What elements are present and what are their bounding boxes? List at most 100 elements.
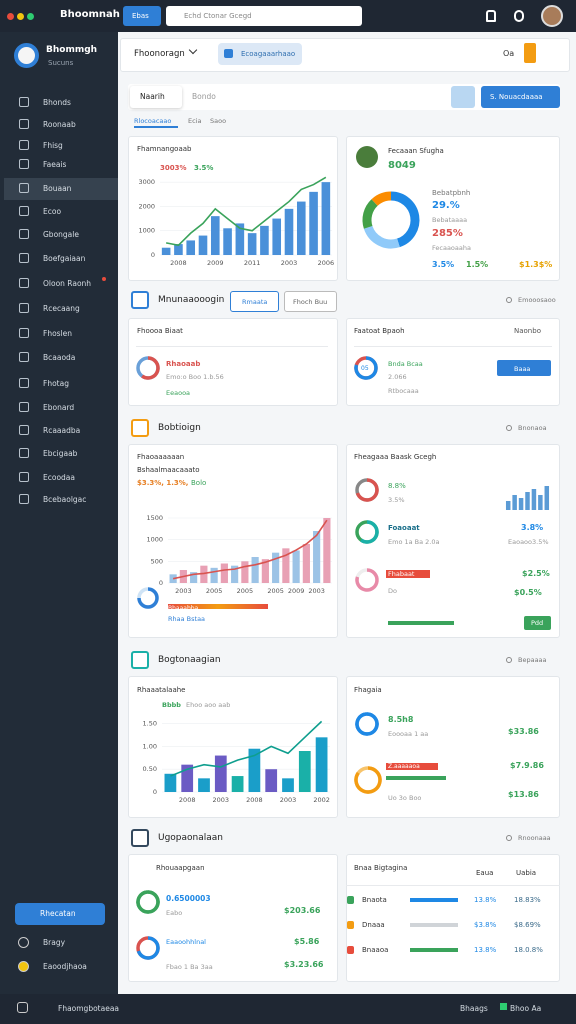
nav-icon — [19, 378, 29, 388]
table-header: Eaua — [476, 869, 494, 877]
card — [346, 854, 560, 982]
row-title: Z.aaaaaoa — [388, 763, 420, 770]
section-button-label[interactable]: Fhoch Buu — [293, 298, 328, 306]
primary-button-label[interactable]: S. Nouacdaaaa — [490, 93, 543, 101]
nav-item[interactable]: Fhoslen — [43, 329, 73, 338]
tab[interactable]: Bondo — [192, 92, 216, 101]
card-title: Fecaaan Sfugha — [388, 147, 444, 155]
bottom-bar — [0, 994, 576, 1024]
row-icon — [347, 921, 354, 929]
bottom-link[interactable]: Bhoo Aa — [510, 1004, 542, 1013]
nav-item[interactable]: Bcebaolgac — [43, 495, 87, 504]
subtab[interactable]: Rlocoacaao — [134, 117, 172, 125]
nav-icon — [19, 303, 29, 313]
legend-item: $3.3%, 1.3%, — [137, 479, 189, 487]
row-title: 8.5h8 — [388, 715, 414, 724]
card-button-label[interactable]: Baaa — [514, 365, 531, 373]
section-link[interactable]: Bnonaoa — [518, 424, 547, 432]
subtab[interactable]: Ecia — [188, 117, 202, 125]
subtab[interactable]: Saoo — [210, 117, 227, 125]
nav-item[interactable]: Bhonds — [43, 98, 71, 107]
card-button[interactable] — [524, 616, 551, 630]
row-title: 0.6500003 — [166, 894, 211, 903]
card-title: Fhagaia — [354, 686, 382, 694]
primary-button[interactable] — [481, 86, 560, 108]
row-bar — [386, 570, 430, 578]
avatar[interactable] — [541, 5, 563, 27]
card — [128, 854, 338, 982]
legend-item: Bolo — [191, 479, 207, 487]
window-dot — [27, 13, 34, 20]
footer-stat: 3.5% — [432, 260, 455, 269]
nav-item[interactable]: Gbongale — [43, 230, 79, 239]
row-subtitle: Emo 1a Ba 2.0a — [388, 538, 440, 546]
card-title: Fhoooa Biaat — [137, 327, 183, 335]
active-highlight — [4, 178, 118, 200]
nav-item[interactable]: Ebcigaab — [43, 449, 78, 458]
row-text: Bnda Bcaa — [388, 360, 423, 368]
search-box[interactable] — [166, 6, 362, 26]
section-link[interactable]: Bepaaaa — [518, 656, 547, 664]
footer-item[interactable]: Eaoodjhaoa — [43, 962, 87, 971]
nav-item[interactable]: Rcecaang — [43, 304, 80, 313]
nav-item[interactable]: Boefgaiaan — [43, 254, 86, 263]
card-title: Rhouaapgaan — [156, 864, 205, 872]
row-icon — [347, 896, 354, 904]
nav-item[interactable]: Fhisg — [43, 141, 63, 150]
nav-item[interactable]: Bcaaoda — [43, 353, 76, 362]
row-icon — [347, 946, 354, 954]
card — [120, 38, 570, 72]
nav-item[interactable]: Ecoo — [43, 207, 62, 216]
header-badge: Oa — [503, 49, 515, 58]
app-name: Bhoomnah — [60, 9, 120, 20]
divider — [354, 346, 552, 347]
table-cell: 18.83% — [514, 896, 541, 904]
card-menu[interactable]: Naonbo — [514, 327, 541, 335]
section-link[interactable]: Rnoonaaa — [518, 834, 551, 842]
nav-icon — [19, 472, 29, 482]
section-button[interactable] — [230, 291, 279, 312]
dropdown[interactable]: Fhoonoragn — [134, 49, 185, 59]
section-icon — [131, 829, 149, 847]
divider — [346, 885, 560, 886]
cta-button[interactable] — [15, 903, 105, 925]
nav-item[interactable]: Oloon Raonh — [43, 279, 92, 288]
nav-item[interactable]: Roonaab — [43, 120, 76, 129]
divider — [136, 346, 328, 347]
card-button[interactable] — [497, 360, 551, 376]
brand-subtitle: Sucuns — [48, 59, 74, 67]
card-link[interactable]: Eeaooa — [166, 389, 191, 397]
cta-label[interactable]: Rhecatan — [40, 909, 76, 918]
section-title: Ugopaonalaan — [158, 833, 223, 843]
row-title: Rhaoaab — [166, 360, 201, 368]
card — [128, 136, 338, 281]
bottom-icon — [17, 1002, 28, 1013]
nav-item[interactable]: Rcaaadba — [43, 426, 81, 435]
header-button-label[interactable]: Ecoagaaarhaao — [241, 50, 296, 58]
nav-item[interactable]: Faeais — [43, 160, 67, 169]
footer-item[interactable]: Bragy — [43, 938, 66, 947]
section-button-label[interactable]: Rmaata — [242, 298, 268, 306]
nav-item[interactable]: Ecoodaa — [43, 473, 75, 482]
nav-item[interactable]: Ebonard — [43, 403, 75, 412]
nav-icon — [19, 494, 29, 504]
nav-badge — [102, 277, 106, 281]
row-text: 2.066 — [388, 373, 407, 381]
nav-item[interactable]: Fhotag — [43, 379, 69, 388]
lock-icon[interactable] — [514, 10, 524, 22]
nav-icon — [19, 229, 29, 239]
tab-button[interactable] — [123, 6, 161, 26]
card-button-label[interactable]: Pdd — [531, 619, 544, 627]
nav-icon — [19, 159, 29, 169]
icon-button[interactable] — [451, 86, 475, 108]
section-button[interactable] — [284, 291, 337, 312]
table-cell: $3.8% — [474, 921, 497, 929]
tab[interactable]: Naarih — [140, 92, 165, 101]
nav-item[interactable]: Bouaan — [43, 184, 72, 193]
section-link-icon — [506, 425, 512, 431]
section-link[interactable]: Emooosaoo — [518, 296, 556, 304]
notification-icon[interactable] — [486, 10, 496, 22]
header-button[interactable] — [218, 43, 302, 65]
bottom-link[interactable]: Bhaags — [460, 1004, 488, 1013]
